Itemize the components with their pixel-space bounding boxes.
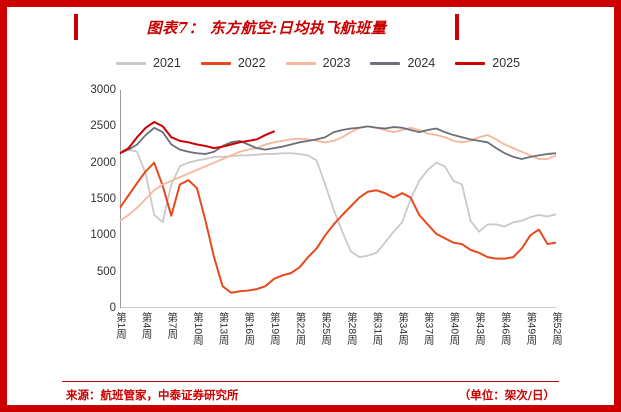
legend-label-2025: 2025 — [492, 56, 521, 70]
y-tick-3000: 3000 — [90, 84, 116, 96]
y-tick-1000: 1000 — [90, 229, 116, 242]
x-tick-label: 第52周 — [551, 312, 563, 345]
x-tick-label: 第46周 — [499, 312, 512, 345]
axis-lines — [120, 90, 556, 308]
legend-label-2021: 2021 — [153, 56, 181, 70]
plot-area: 0 500 1000 1500 2000 2500 3000 — [78, 84, 556, 314]
x-tick-label: 第19周 — [268, 312, 281, 345]
series-line-2021 — [120, 148, 556, 259]
legend-swatch-2024 — [370, 61, 401, 65]
source-note: 来源：航班管家，中泰证券研究所 — [66, 388, 239, 402]
frame-border-left — [0, 0, 7, 412]
x-tick-label: 第25周 — [320, 312, 333, 345]
x-tick-label: 第7周 — [166, 312, 179, 339]
chart-legend: 2021 2022 2023 2024 2025 — [116, 52, 546, 74]
frame-border-bottom — [0, 405, 621, 412]
x-tick-label: 第1周 — [115, 312, 127, 339]
footer-rule — [62, 380, 559, 382]
legend-swatch-2025 — [455, 61, 486, 65]
y-tick-1500: 1500 — [90, 193, 116, 205]
frame-border-top — [0, 0, 621, 7]
unit-note: （单位：架次/日） — [458, 388, 555, 402]
chart-canvas — [120, 90, 556, 308]
y-axis-labels: 0 500 1000 1500 2000 2500 3000 — [78, 84, 556, 314]
x-tick-label: 第16周 — [243, 312, 256, 345]
y-tick-2000: 2000 — [90, 156, 116, 169]
x-tick-label: 第13周 — [217, 312, 230, 345]
x-tick-label: 第40周 — [448, 312, 461, 345]
x-axis-labels: 第1周 第4周 第7周 第10周 第13周 第16周 第19周 第22周 第25周 第28周 第31… — [115, 312, 563, 376]
page-title: 图表7： 东方航空:日均执飞航班量 — [146, 18, 387, 37]
legend-item-2021[interactable]: 2021 — [116, 56, 181, 70]
x-tick-label: 第10周 — [191, 312, 204, 345]
series-line-2025 — [120, 120, 275, 155]
x-tick-label: 第28周 — [345, 312, 358, 345]
x-tick-label: 第34周 — [397, 312, 410, 345]
legend-swatch-2023 — [285, 61, 316, 65]
legend-item-2025[interactable]: 2025 — [455, 56, 520, 70]
legend-label-2022: 2022 — [237, 56, 266, 70]
legend-item-2024[interactable]: 2024 — [370, 56, 435, 70]
series-line-2022 — [120, 161, 556, 294]
y-tick-2500: 2500 — [90, 120, 116, 133]
x-tick-label: 第37周 — [422, 312, 435, 345]
chart-title-block: 图表7： 东方航空:日均执飞航班量 — [74, 14, 459, 40]
legend-swatch-2022 — [200, 61, 231, 65]
y-tick-500: 500 — [96, 265, 116, 278]
series-line-2023 — [120, 125, 556, 222]
series-line-2024 — [120, 125, 556, 160]
legend-item-2022[interactable]: 2022 — [200, 56, 266, 70]
x-tick-label: 第4周 — [140, 312, 153, 339]
frame-border-right — [614, 0, 621, 412]
legend-item-2023[interactable]: 2023 — [285, 56, 351, 70]
x-tick-label: 第31周 — [371, 312, 384, 345]
axes — [120, 90, 556, 308]
x-tick-label: 第22周 — [294, 312, 307, 345]
y-tick-0: 0 — [109, 302, 116, 314]
title-rule-right — [455, 14, 459, 40]
legend-label-2024: 2024 — [407, 56, 436, 70]
x-tick-label: 第49周 — [525, 312, 538, 345]
legend-label-2023: 2023 — [322, 56, 351, 70]
legend-swatch-2021 — [116, 61, 146, 65]
title-rule-left — [74, 14, 78, 40]
x-tick-label: 第43周 — [474, 312, 487, 345]
